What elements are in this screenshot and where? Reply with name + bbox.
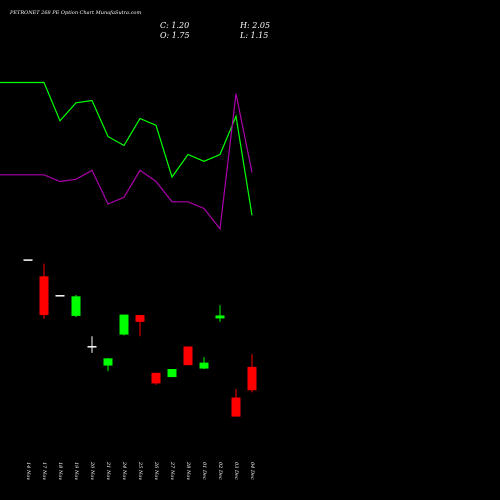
candle-body — [199, 362, 209, 369]
x-tick-label: 18 Nov — [57, 462, 63, 480]
candle-body — [103, 358, 113, 366]
low-value: L: 1.15 — [239, 31, 268, 40]
x-tick-label: 19 Nov — [73, 462, 79, 480]
candle-24-nov — [119, 314, 129, 336]
indicator-lines — [0, 81, 253, 231]
candle-body — [167, 369, 177, 378]
candle-body — [55, 295, 65, 297]
x-tick-label: 20 Nov — [89, 461, 95, 480]
x-tick-label: 27 Nov — [169, 461, 175, 480]
candle-body — [247, 366, 257, 391]
candle-02-dec — [215, 305, 225, 322]
candle-body — [39, 276, 49, 316]
candle-14-nov — [23, 259, 33, 261]
candle-17-nov — [39, 263, 49, 319]
candle-28-nov — [183, 346, 193, 366]
chart-title: PETRONET 268 PE Option Chart MunafaSutra… — [9, 10, 141, 16]
x-tick-label: 26 Nov — [153, 461, 159, 480]
candle-25-nov — [135, 315, 145, 337]
indicator-line-1 — [0, 81, 253, 216]
candle-18-nov — [55, 295, 65, 297]
x-axis-ticks: 14 Nov 17 Nov 18 Nov 19 Nov 20 Nov 21 Nov 24 N… — [25, 461, 255, 480]
candles — [23, 259, 257, 417]
x-tick-label: 28 Nov — [185, 461, 191, 480]
x-tick-label: 21 Nov — [105, 461, 111, 480]
indicator-line-2 — [0, 93, 253, 231]
open-value: O: 1.75 — [160, 31, 190, 40]
candle-body — [119, 314, 129, 335]
close-value: C: 1.20 — [160, 21, 189, 30]
candle-body — [135, 315, 145, 322]
candle-03-dec — [231, 388, 241, 417]
candle-21-nov — [103, 357, 113, 372]
x-tick-label: 01 Dec — [201, 462, 207, 480]
candle-04-dec — [247, 354, 257, 393]
candle-20-nov — [87, 336, 97, 353]
high-value: H: 2.05 — [239, 21, 270, 30]
x-tick-label: 24 Nov — [121, 461, 127, 480]
candle-01-dec — [199, 357, 209, 369]
x-tick-label: 25 Nov — [137, 461, 143, 480]
candle-body — [23, 259, 33, 261]
candle-body — [151, 372, 161, 384]
candle-body — [215, 315, 225, 319]
candle-body — [87, 346, 97, 348]
x-tick-label: 17 Nov — [41, 462, 47, 480]
candle-19-nov — [71, 295, 81, 318]
x-tick-label: 14 Nov — [25, 462, 31, 480]
x-tick-label: 02 Dec — [217, 462, 223, 480]
candle-body — [183, 346, 193, 366]
candle-26-nov — [151, 372, 161, 385]
candle-body — [231, 397, 241, 417]
candle-body — [71, 296, 81, 316]
candle-27-nov — [167, 369, 177, 378]
x-tick-label: 04 Dec — [249, 462, 255, 480]
x-tick-label: 03 Dec — [233, 462, 239, 480]
